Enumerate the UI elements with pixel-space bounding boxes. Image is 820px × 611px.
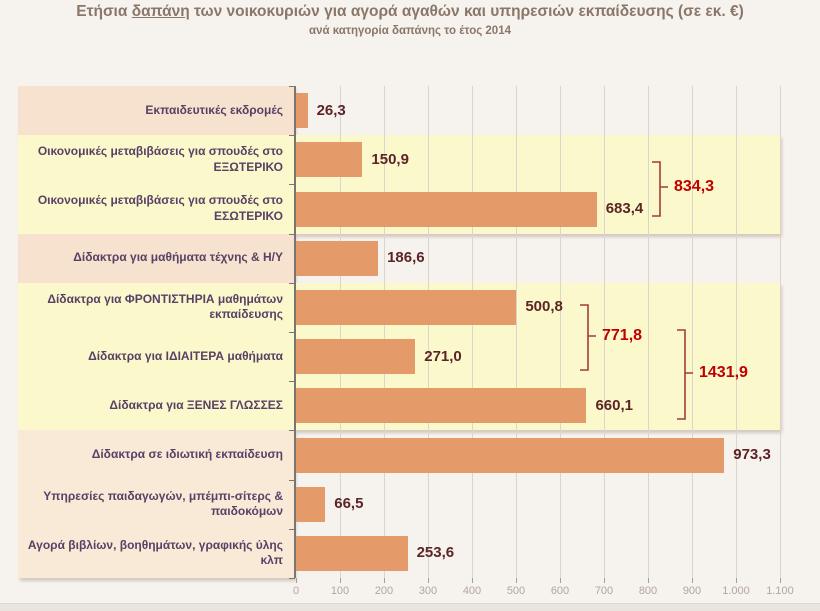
y-axis-tick bbox=[289, 86, 295, 87]
chart-title: Ετήσια δαπάνη των νοικοκυριών για αγορά … bbox=[0, 3, 820, 21]
bar bbox=[296, 240, 379, 276]
bar bbox=[296, 339, 416, 375]
category-label: Υπηρεσίες παιδαγωγών, μπέμπι-σίτερς & πα… bbox=[43, 488, 283, 519]
x-axis-tick bbox=[472, 578, 473, 583]
y-axis-tick bbox=[289, 578, 295, 579]
x-axis-tick bbox=[648, 578, 649, 583]
x-axis-tick-label: 300 bbox=[418, 585, 438, 597]
y-axis-line bbox=[294, 86, 296, 578]
bar-value-label: 973,3 bbox=[733, 446, 771, 463]
bar bbox=[296, 486, 326, 522]
category-label-box bbox=[18, 86, 294, 136]
y-axis-tick bbox=[289, 282, 295, 284]
x-axis-tick-label: 0 bbox=[292, 585, 300, 597]
bar-value-label: 26,3 bbox=[316, 101, 346, 119]
x-axis-tick-label: 400 bbox=[462, 585, 482, 597]
gridline bbox=[428, 86, 429, 578]
bar-value-label: 253,6 bbox=[416, 544, 455, 562]
y-axis-tick bbox=[289, 479, 295, 481]
x-axis-tick-label: 200 bbox=[374, 585, 394, 597]
y-axis-tick bbox=[289, 528, 295, 530]
x-axis-tick bbox=[604, 578, 605, 583]
gridline bbox=[604, 86, 605, 578]
gridline bbox=[340, 86, 341, 578]
category-label: Οικονομικές μεταβιβάσεις για σπουδές στο… bbox=[37, 193, 283, 223]
bracket-shape bbox=[652, 161, 668, 217]
group-bracket bbox=[675, 329, 697, 420]
group-bracket bbox=[650, 161, 672, 217]
bar bbox=[296, 93, 308, 129]
x-axis-tick bbox=[384, 578, 385, 583]
x-axis-tick-label: 1.100 bbox=[766, 585, 794, 597]
y-axis-tick bbox=[289, 332, 295, 333]
category-label: Δίδακτρα για μαθήματα τέχνης & Η/Υ bbox=[73, 250, 283, 265]
y-axis-tick bbox=[289, 430, 295, 432]
category-label: Αγορά βιβλίων, βοηθημάτων, γραφικής ύλης… bbox=[27, 537, 283, 568]
bracket-shape bbox=[580, 304, 596, 371]
bar bbox=[296, 437, 725, 473]
x-axis-tick bbox=[780, 578, 781, 583]
title-block: Ετήσια δαπάνη των νοικοκυριών για αγορά … bbox=[0, 3, 820, 37]
group-total-label: 771,8 bbox=[602, 327, 643, 344]
x-axis-tick-label: 800 bbox=[638, 585, 658, 597]
bar-value-label: 186,6 bbox=[387, 249, 425, 267]
x-axis-tick-label: 700 bbox=[594, 585, 614, 597]
x-axis-tick-label: 500 bbox=[506, 585, 526, 597]
group-total-label: 834,3 bbox=[674, 178, 715, 195]
category-label-box bbox=[18, 233, 294, 283]
category-label: Δίδακτρα για ΙΔΙΑΙΤΕΡΑ μαθήματα bbox=[88, 348, 283, 363]
group-total-label: 1431,9 bbox=[699, 364, 748, 381]
title-part-1: Ετήσια bbox=[76, 3, 132, 20]
x-axis-tick bbox=[560, 578, 561, 583]
category-label: Εκπαιδευτικές εκδρομές bbox=[145, 102, 283, 117]
title-underlined-word: δαπάνη bbox=[131, 3, 190, 20]
gridline bbox=[384, 86, 385, 578]
bar bbox=[296, 142, 363, 178]
y-axis-tick bbox=[289, 381, 295, 383]
bar bbox=[296, 388, 587, 424]
bar-value-label: 150,9 bbox=[371, 150, 409, 168]
window-bottom-edge bbox=[0, 603, 820, 611]
category-label: Δίδακτρα για ΞΕΝΕΣ ΓΛΩΣΣΕΣ bbox=[109, 397, 283, 412]
x-axis-tick bbox=[736, 578, 737, 583]
category-label: Δίδακτρα για ΦΡΟΝΤΙΣΤΗΡΙΑ μαθημάτων εκπα… bbox=[47, 291, 283, 322]
x-axis-tick-label: 900 bbox=[682, 585, 702, 597]
bar-value-label: 66,5 bbox=[334, 495, 364, 513]
gridline bbox=[692, 86, 693, 578]
gridline bbox=[472, 86, 473, 578]
bar bbox=[296, 289, 517, 325]
x-axis-tick-label: 100 bbox=[330, 585, 350, 597]
x-axis-tick bbox=[428, 578, 429, 583]
bar bbox=[296, 535, 408, 571]
title-part-2: των νοικοκυριών για αγορά αγαθών και υπη… bbox=[189, 3, 744, 20]
category-label-box bbox=[18, 430, 294, 578]
x-axis-tick bbox=[296, 578, 297, 583]
bracket-shape bbox=[677, 329, 693, 420]
bar-value-label: 271,0 bbox=[424, 347, 462, 365]
x-axis-tick-label: 1.000 bbox=[722, 585, 750, 597]
bar-value-label: 660,1 bbox=[595, 396, 633, 414]
group-bracket bbox=[578, 304, 600, 371]
chart-subtitle: ανά κατηγορία δαπάνης το έτος 2014 bbox=[309, 25, 511, 37]
gridline bbox=[736, 86, 737, 578]
x-axis-tick-label: 600 bbox=[550, 585, 570, 597]
x-axis-tick bbox=[340, 578, 341, 583]
y-axis-tick bbox=[289, 233, 295, 235]
bar-value-label: 683,4 bbox=[605, 200, 644, 217]
gridline bbox=[648, 86, 649, 578]
gridline bbox=[560, 86, 561, 578]
y-axis-tick bbox=[289, 135, 295, 137]
y-axis-tick bbox=[289, 184, 295, 186]
gridline bbox=[780, 86, 781, 578]
x-axis-tick bbox=[516, 578, 517, 583]
gridline bbox=[516, 86, 517, 578]
category-label: Οικονομικές μεταβιβάσεις για σπουδές στο… bbox=[37, 144, 283, 174]
x-axis-tick bbox=[692, 578, 693, 583]
category-label: Δίδακτρα σε ιδιωτική εκπαίδευση bbox=[91, 447, 283, 462]
bar-value-label: 500,8 bbox=[525, 298, 563, 316]
bar bbox=[296, 191, 597, 227]
